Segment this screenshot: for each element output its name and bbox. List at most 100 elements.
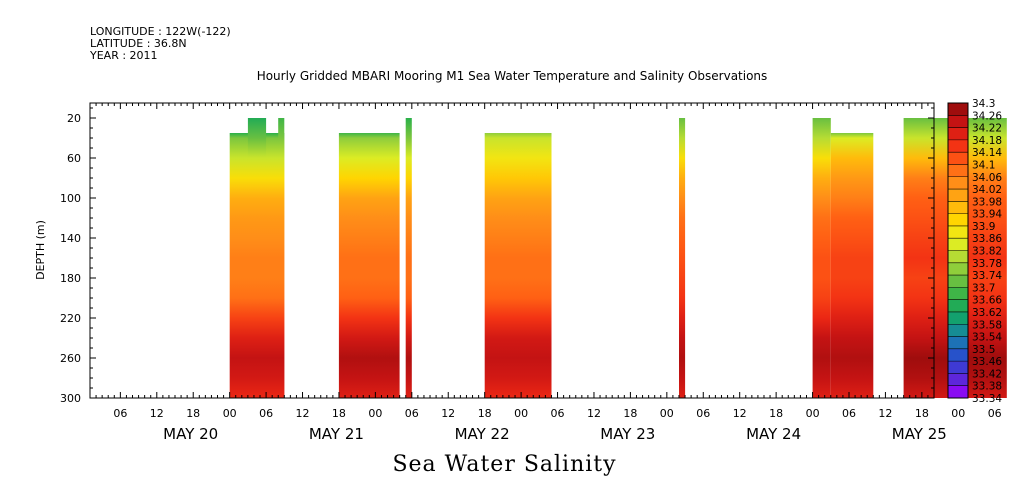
data-segment (338, 133, 400, 398)
colorbar-swatch (948, 225, 968, 239)
colorbar-swatch (948, 373, 968, 387)
colorbar-tick-label: 34.22 (972, 123, 1002, 135)
colorbar-tick-label: 33.7 (972, 282, 995, 294)
colorbar-swatch (948, 115, 968, 128)
x-day-label: MAY 22 (455, 425, 510, 443)
colorbar-swatch (948, 152, 968, 165)
year-label: YEAR : 2011 (90, 49, 158, 62)
colorbar-tick-label: 33.74 (972, 270, 1002, 282)
colorbar-tick-label: 33.94 (972, 209, 1002, 221)
x-hour-tick-label: 00 (514, 407, 528, 420)
colorbar-tick-label: 33.58 (972, 319, 1002, 331)
y-tick-label: 180 (60, 272, 81, 285)
x-hour-tick-label: 18 (769, 407, 783, 420)
colorbar-tick-label: 34.18 (972, 135, 1002, 147)
colorbar-swatch (948, 250, 968, 264)
colorbar-tick-label: 33.62 (972, 307, 1002, 319)
colorbar-tick-label: 33.34 (972, 393, 1002, 405)
colorbar-swatch (948, 348, 968, 362)
colorbar-swatch (948, 238, 968, 251)
plot-area (229, 118, 1007, 398)
x-hour-tick-label: 06 (551, 407, 565, 420)
plot-frame (89, 102, 935, 399)
x-hour-tick-label: 18 (332, 407, 346, 420)
colorbar-swatch (948, 176, 968, 190)
colorbar-tick-label: 33.46 (972, 356, 1002, 368)
colorbar-swatch (948, 213, 968, 227)
x-hour-tick-label: 18 (623, 407, 637, 420)
colorbar-swatch (948, 127, 968, 141)
y-tick-label: 220 (60, 312, 81, 325)
data-segment (247, 118, 267, 398)
colorbar-swatch (948, 189, 968, 202)
x-hour-tick-label: 00 (660, 407, 674, 420)
data-segment (830, 133, 874, 398)
colorbar: 34.334.2634.2234.1834.1434.134.0634.0233… (947, 98, 1002, 405)
colorbar-tick-label: 33.86 (972, 233, 1002, 245)
colorbar-tick-label: 33.98 (972, 196, 1002, 208)
colorbar-tick-label: 33.9 (972, 221, 995, 233)
y-tick-label: 140 (60, 232, 81, 245)
y-tick-label: 300 (60, 392, 81, 405)
colorbar-swatch (948, 336, 968, 350)
colorbar-swatch (948, 385, 968, 399)
x-hour-tick-label: 12 (878, 407, 892, 420)
colorbar-tick-label: 33.5 (972, 344, 995, 356)
x-day-label: MAY 23 (600, 425, 655, 443)
x-day-label: MAY 24 (746, 425, 801, 443)
colorbar-swatch (948, 262, 968, 276)
x-hour-tick-label: 18 (478, 407, 492, 420)
bottom-title: Sea Water Salinity (392, 452, 617, 477)
colorbar-swatch (948, 287, 968, 301)
x-hour-tick-label: 12 (587, 407, 601, 420)
colorbar-swatch (948, 299, 968, 313)
data-segment (812, 118, 831, 398)
colorbar-swatch (948, 275, 968, 288)
chart-title: Hourly Gridded MBARI Mooring M1 Sea Wate… (256, 69, 768, 83)
colorbar-tick-label: 33.38 (972, 381, 1002, 393)
x-day-label: MAY 20 (163, 425, 218, 443)
colorbar-tick-label: 34.02 (972, 184, 1002, 196)
y-tick-label: 260 (60, 352, 81, 365)
x-hour-tick-label: 12 (733, 407, 747, 420)
colorbar-tick-label: 34.3 (972, 98, 995, 110)
x-day-label: MAY 21 (309, 425, 364, 443)
y-tick-label: 60 (67, 152, 81, 165)
axes: 06 12 18 00 06 12 18 00 06 12 18 00 06 12 18 00 06 12 18 00… (60, 102, 1002, 443)
x-hour-tick-label: 06 (405, 407, 419, 420)
colorbar-swatch (948, 164, 968, 178)
x-hour-tick-label: 12 (441, 407, 455, 420)
x-hour-tick-label: 12 (296, 407, 310, 420)
x-hour-tick-label: 00 (806, 407, 820, 420)
colorbar-swatch (948, 103, 968, 116)
data-segment (484, 133, 552, 398)
colorbar-tick-label: 34.06 (972, 172, 1002, 184)
x-hour-tick-label: 18 (915, 407, 929, 420)
colorbar-tick-label: 33.54 (972, 332, 1002, 344)
x-hour-tick-label: 12 (150, 407, 164, 420)
y-axis-label: DEPTH (m) (34, 220, 47, 280)
data-segment (278, 118, 285, 398)
colorbar-tick-label: 33.66 (972, 295, 1002, 307)
colorbar-swatch (948, 324, 968, 337)
data-segment (405, 118, 412, 398)
x-hour-tick-label: 06 (259, 407, 273, 420)
latitude-label: LATITUDE : 36.8N (90, 37, 187, 50)
colorbar-swatch (948, 361, 968, 374)
colorbar-swatch (948, 311, 968, 325)
colorbar-tick-label: 33.78 (972, 258, 1002, 270)
longitude-label: LONGITUDE : 122W(-122) (90, 25, 231, 38)
x-hour-tick-label: 06 (696, 407, 710, 420)
x-hour-tick-label: 06 (113, 407, 127, 420)
y-tick-label: 100 (60, 192, 81, 205)
colorbar-swatch (948, 201, 968, 215)
x-hour-tick-label: 00 (368, 407, 382, 420)
colorbar-swatch (948, 139, 968, 153)
x-day-label: MAY 25 (892, 425, 947, 443)
colorbar-tick-label: 33.82 (972, 246, 1002, 258)
x-hour-tick-label: 06 (842, 407, 856, 420)
x-hour-tick-label: 00 (223, 407, 237, 420)
data-segment (679, 118, 686, 398)
colorbar-tick-label: 34.1 (972, 160, 995, 172)
